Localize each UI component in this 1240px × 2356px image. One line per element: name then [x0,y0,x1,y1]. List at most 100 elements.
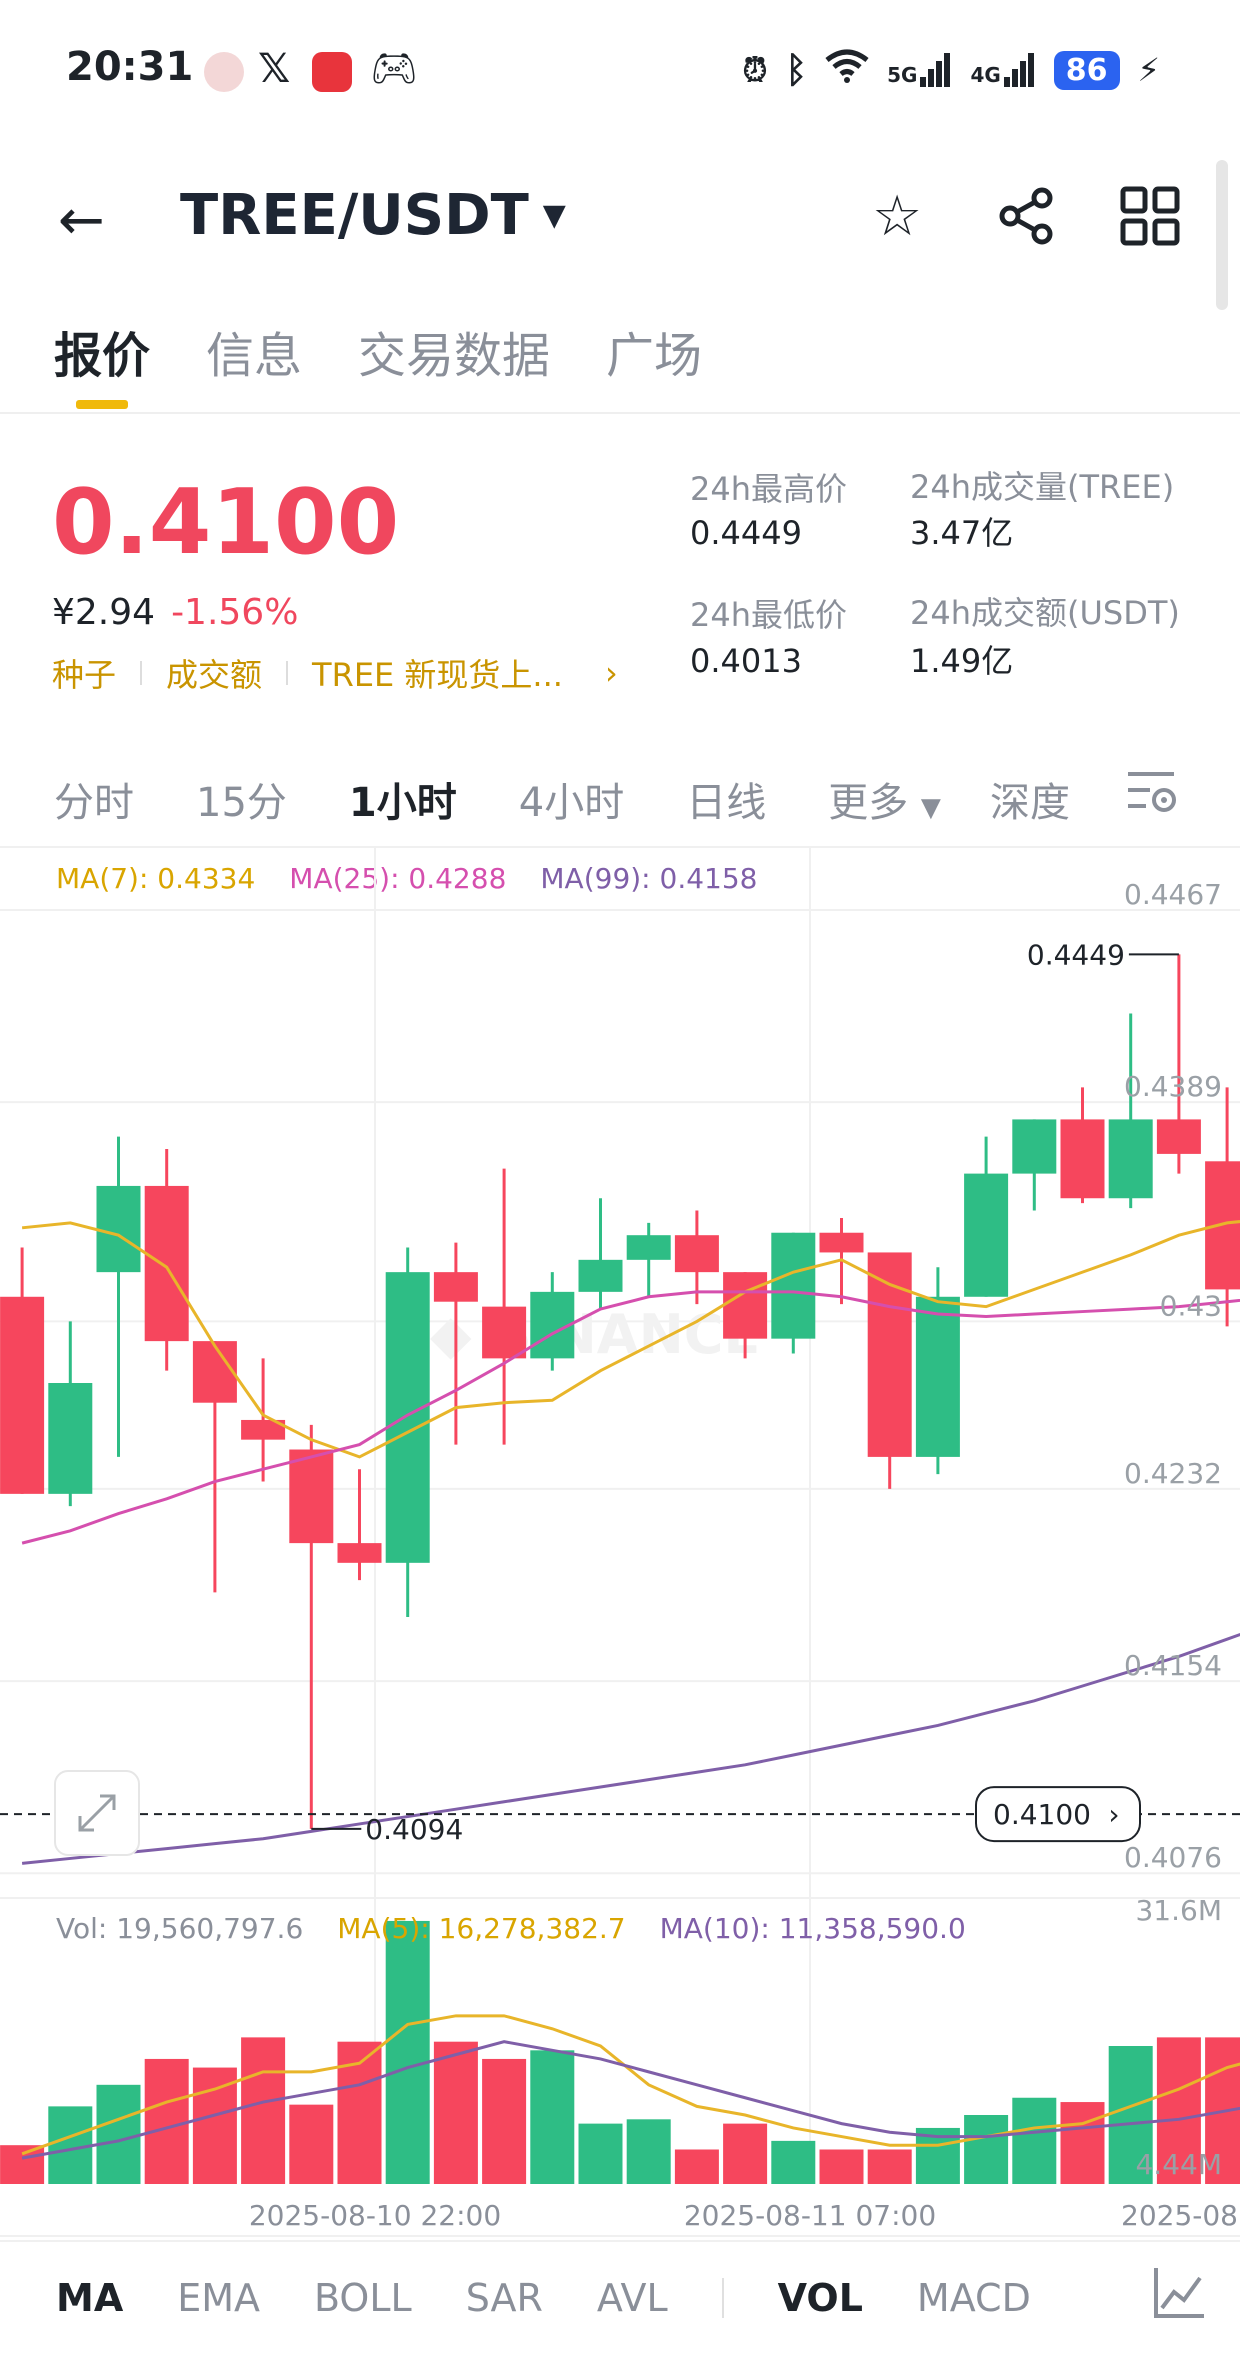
volume-bar [1012,2097,1057,2184]
indicator-ema[interactable]: EMA [177,2276,261,2320]
candle-body [674,1235,719,1273]
candle-body [433,1272,478,1302]
bluetooth-icon: ᛒ [785,49,808,91]
candle-body [1060,1119,1105,1199]
interval-time-share[interactable]: 分时 [54,780,134,826]
volume-bar [1060,2102,1105,2184]
interval-more[interactable]: 更多 ▼ [828,770,941,828]
volume-bar [530,2050,575,2184]
token-tags: 种子 成交额 TREE 新现货上... › [52,650,618,696]
tab-quote[interactable]: 报价 [54,316,150,409]
star-icon[interactable]: ☆ [872,184,923,249]
battery-indicator: 86 [1053,50,1120,90]
high-marker-label: 0.4449 [1027,938,1125,971]
tab-square[interactable]: 广场 [606,328,703,384]
vol-tree-label: 24h成交量(TREE) [910,468,1175,506]
volume-bar [433,2041,478,2184]
indicator-ma[interactable]: MA [56,2276,124,2320]
status-bar: 20:31 𝕏 🎮︎ ⏰︎ ᛒ 5G 4G 86 ⚡︎ [0,0,1240,140]
vol-tree-value: 3.47亿 [910,514,1014,552]
tab-info[interactable]: 信息 [206,328,303,384]
candle-body [482,1306,527,1359]
caret-down-icon: ▼ [542,198,566,233]
interval-15m[interactable]: 15分 [196,780,287,826]
volume-bar [48,2106,93,2184]
x-tick-label: 2025-08-11 07:00 [684,2199,936,2232]
page-scrollbar[interactable] [1216,160,1228,310]
tag-turnover[interactable]: 成交额 [166,656,263,694]
4g-signal-icon: 4G [970,53,1035,87]
indicator-separator [721,2278,724,2318]
volume-bar [385,1920,430,2184]
high-label: 24h最高价 [690,470,848,508]
expand-icon [78,1794,116,1832]
y-tick-label: 0.43 [1160,1289,1222,1322]
volume-bar [482,2058,527,2184]
chart-settings-icon[interactable] [1124,766,1180,822]
tab-trading-data[interactable]: 交易数据 [358,328,551,384]
candle-body [192,1341,237,1403]
volume-bar [192,2067,237,2184]
5g-signal-icon: 5G [887,53,952,87]
candle-body [241,1419,286,1440]
interval-4h[interactable]: 4小时 [518,780,625,826]
high-value: 0.4449 [690,514,802,552]
ma99-line [21,1632,1240,1865]
candle-body [626,1235,671,1260]
vol-ma5-legend: MA(5): 16,278,382.7 [337,1912,626,1945]
ma99-legend: MA(99): 0.4158 [540,862,758,895]
last-price-tag [975,1786,1141,1843]
price-cny: ¥2.94 [52,592,156,633]
ma25-line [21,1290,1240,1545]
indicator-boll[interactable]: BOLL [314,2276,412,2320]
volume-bar [964,2115,1009,2184]
volume-bar [819,2149,864,2184]
low-value: 0.4013 [690,642,802,680]
last-price: 0.4100 [52,470,400,575]
volume-bar [578,2123,623,2184]
interval-bar: 分时 15分 1小时 4小时 日线 更多 ▼ [54,770,941,828]
charging-icon: ⚡︎ [1137,51,1160,89]
indicator-macd[interactable]: MACD [916,2276,1031,2320]
kline-chart[interactable]: ◆ BINANCE0.44670.43890.430.42320.41540.4… [0,848,1240,2240]
y-tick-label: 0.4232 [1124,1457,1222,1490]
indicator-settings-icon[interactable] [1152,2264,1208,2324]
vol-ma10-line [21,2040,1240,2160]
back-arrow-icon[interactable]: ← [58,188,105,253]
vol-legend: Vol: 19,560,797.6 MA(5): 16,278,382.7 MA… [56,1912,966,1945]
status-right-icons: ⏰︎ ᛒ 5G 4G 86 ⚡︎ [743,48,1160,92]
price-cny-row: ¥2.94 -1.56% [52,592,298,633]
expand-chart-button[interactable] [54,1770,140,1856]
interval-1h[interactable]: 1小时 [348,780,457,826]
volume-bar [723,2123,768,2184]
indicator-avl[interactable]: AVL [596,2276,668,2320]
x-app-icon: 𝕏 [258,46,291,92]
tag-separator [286,661,289,685]
volume-bar [674,2149,719,2184]
vol-usdt-value: 1.49亿 [910,642,1014,680]
tag-seed[interactable]: 种子 [52,656,117,694]
candle-body [289,1449,334,1544]
chart-top-divider [0,846,1240,848]
volume-bar [241,2037,286,2184]
candle-body [144,1185,189,1342]
chevron-right-icon[interactable]: › [604,654,618,692]
avatar-app-icon [204,52,244,92]
indicator-bar: MA EMA BOLL SAR AVL VOL MACD [56,2276,1031,2320]
y-tick-label: 0.4467 [1124,878,1222,911]
vol-usdt-label: 24h成交额(USDT) [910,594,1180,632]
pair-selector[interactable]: TREE/USDT ▼ [180,183,566,248]
indicator-sar[interactable]: SAR [465,2276,543,2320]
volume-bar [867,2149,912,2184]
volume-bar [289,2104,334,2184]
interval-1d[interactable]: 日线 [686,780,767,826]
indicator-vol[interactable]: VOL [777,2276,863,2320]
share-icon[interactable] [996,186,1056,260]
candle-body [723,1272,768,1339]
candle-body [1108,1119,1153,1199]
candle-body [337,1543,382,1563]
tag-news[interactable]: TREE 新现货上... [312,656,563,694]
depth-tab[interactable]: 深度 [990,780,1070,826]
store-app-icon [312,52,352,92]
grid-icon[interactable] [1120,186,1180,260]
